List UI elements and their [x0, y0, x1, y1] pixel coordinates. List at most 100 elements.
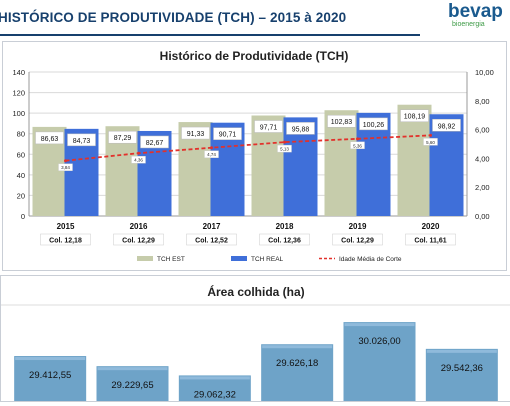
data-label-idade-media: 3,84: [61, 165, 70, 170]
productivity-chart-panel: Histórico de Produtividade (TCH) 0 20 40 60 8…: [2, 41, 507, 271]
data-label-box: [140, 135, 169, 149]
col-label: Col. 12,52: [195, 238, 228, 245]
data-label-tch-real: 100,26: [363, 122, 385, 129]
data-label-box: [181, 126, 210, 140]
point-idade-media: [429, 133, 432, 137]
y2-tick-label: 4,00: [475, 154, 490, 163]
point-idade-media: [356, 137, 359, 141]
bar-highlight: [179, 376, 250, 380]
data-label-tch-est: 102,83: [331, 119, 353, 126]
bar-area-colhida: [425, 348, 498, 401]
data-label-box: [131, 156, 146, 164]
harvested-area-chart: Área colhida (ha) 29.412,55 29.229,65 29.06…: [1, 284, 510, 401]
data-label-box: [58, 163, 73, 171]
y2-tick-label: 2,00: [475, 183, 490, 192]
y-tick-label: 100: [12, 109, 25, 118]
data-label-area-colhida: 29.626,18: [276, 358, 318, 369]
x-tick-label: 2020: [422, 222, 440, 231]
data-label-tch-real: 84,73: [73, 138, 91, 145]
data-label-box: [108, 130, 137, 144]
data-label-tch-est: 108,19: [404, 114, 426, 121]
y-tick-label: 0: [21, 212, 25, 221]
bar-highlight: [97, 367, 168, 371]
legend-label-tch-real: TCH REAL: [251, 256, 284, 263]
data-label-box: [423, 138, 438, 146]
bar-tch-est: [397, 104, 432, 216]
bar-tch-est: [324, 110, 359, 216]
data-label-tch-est: 97,71: [260, 124, 278, 131]
y2-tick-label: 6,00: [475, 126, 490, 135]
x-tick-label: 2016: [130, 222, 148, 231]
col-label-box: [40, 233, 91, 246]
data-label-area-colhida: 29.229,65: [111, 380, 153, 391]
col-label-box: [405, 233, 456, 246]
data-label-box: [213, 127, 242, 140]
legend-label-idade-media: Idade Média de Corte: [339, 256, 402, 263]
data-label-box: [359, 117, 388, 131]
productivity-chart: Histórico de Produtividade (TCH) 0 20 40 60 8…: [12, 49, 494, 263]
y2-tick-label: 0,00: [475, 212, 490, 221]
data-label-idade-media: 5,60: [426, 140, 435, 145]
bar-highlight: [15, 357, 86, 361]
col-label-box: [259, 233, 310, 246]
data-label-area-colhida: 29.062,32: [194, 389, 236, 400]
data-label-box: [254, 120, 283, 133]
y-tick-label: 80: [17, 130, 25, 139]
col-label-box: [332, 233, 383, 246]
data-label-tch-est: 86,63: [41, 136, 59, 143]
data-label-tch-real: 95,88: [292, 126, 310, 133]
y-tick-label: 140: [12, 68, 25, 77]
bar-highlight: [262, 345, 333, 349]
bar-area-colhida: [96, 366, 169, 401]
data-label-tch-real: 82,67: [146, 140, 164, 147]
data-label-box: [350, 141, 365, 150]
data-label-tch-real: 98,92: [438, 123, 456, 130]
bar-highlight: [344, 323, 415, 327]
chart-title: Histórico de Produtividade (TCH): [160, 49, 349, 63]
bar-highlight: [426, 349, 497, 353]
legend-swatch-tch-est: [137, 256, 153, 261]
y-tick-label: 20: [17, 191, 25, 200]
bar-area-colhida: [178, 375, 251, 401]
data-label-box: [204, 150, 219, 158]
bar-area-colhida: [14, 356, 87, 401]
logo-subtitle: bioenergia: [452, 21, 485, 28]
data-label-box: [400, 109, 429, 122]
legend-swatch-tch-real: [231, 256, 247, 261]
data-label-idade-media: 4,36: [134, 158, 143, 163]
point-idade-media: [137, 151, 140, 155]
point-idade-media: [283, 140, 286, 144]
page-header: HISTÓRICO DE PRODUTIVIDADE (TCH) – 2015 …: [0, 0, 510, 36]
y-tick-label: 120: [12, 89, 25, 98]
col-label: Col. 12,36: [268, 238, 301, 245]
point-idade-media: [64, 159, 67, 163]
bar-area-colhida: [343, 322, 416, 401]
x-tick-label: 2019: [349, 222, 367, 231]
data-label-area-colhida: 29.542,36: [441, 363, 483, 374]
y2-tick-label: 10,00: [475, 68, 494, 77]
data-label-box: [35, 131, 64, 145]
data-label-box: [432, 119, 461, 132]
x-tick-label: 2017: [203, 222, 221, 231]
chart-title: Área colhida (ha): [207, 284, 304, 299]
page-title: HISTÓRICO DE PRODUTIVIDADE (TCH) – 2015 …: [0, 10, 347, 25]
data-label-area-colhida: 29.412,55: [29, 370, 71, 381]
y-tick-label: 40: [17, 171, 25, 180]
point-idade-media: [210, 146, 213, 150]
data-label-box: [277, 144, 292, 153]
bevap-logo: bevap bioenergia: [440, 0, 510, 36]
y2-tick-label: 8,00: [475, 97, 490, 106]
logo-wordmark: bevap: [448, 1, 503, 22]
col-label-box: [113, 233, 164, 246]
data-label-tch-est: 87,29: [114, 135, 132, 142]
x-tick-label: 2018: [276, 222, 294, 231]
data-label-tch-est: 91,33: [187, 131, 205, 138]
harvested-area-panel: Área colhida (ha) 29.412,55 29.229,65 29.06…: [0, 275, 510, 402]
data-label-idade-media: 5,36: [353, 143, 362, 148]
col-label-box: [186, 233, 237, 246]
y-tick-label: 60: [17, 150, 25, 159]
data-label-box: [286, 122, 315, 135]
col-label: Col. 12,29: [341, 238, 374, 245]
data-label-idade-media: 4,74: [207, 152, 216, 157]
x-tick-label: 2015: [57, 222, 75, 231]
